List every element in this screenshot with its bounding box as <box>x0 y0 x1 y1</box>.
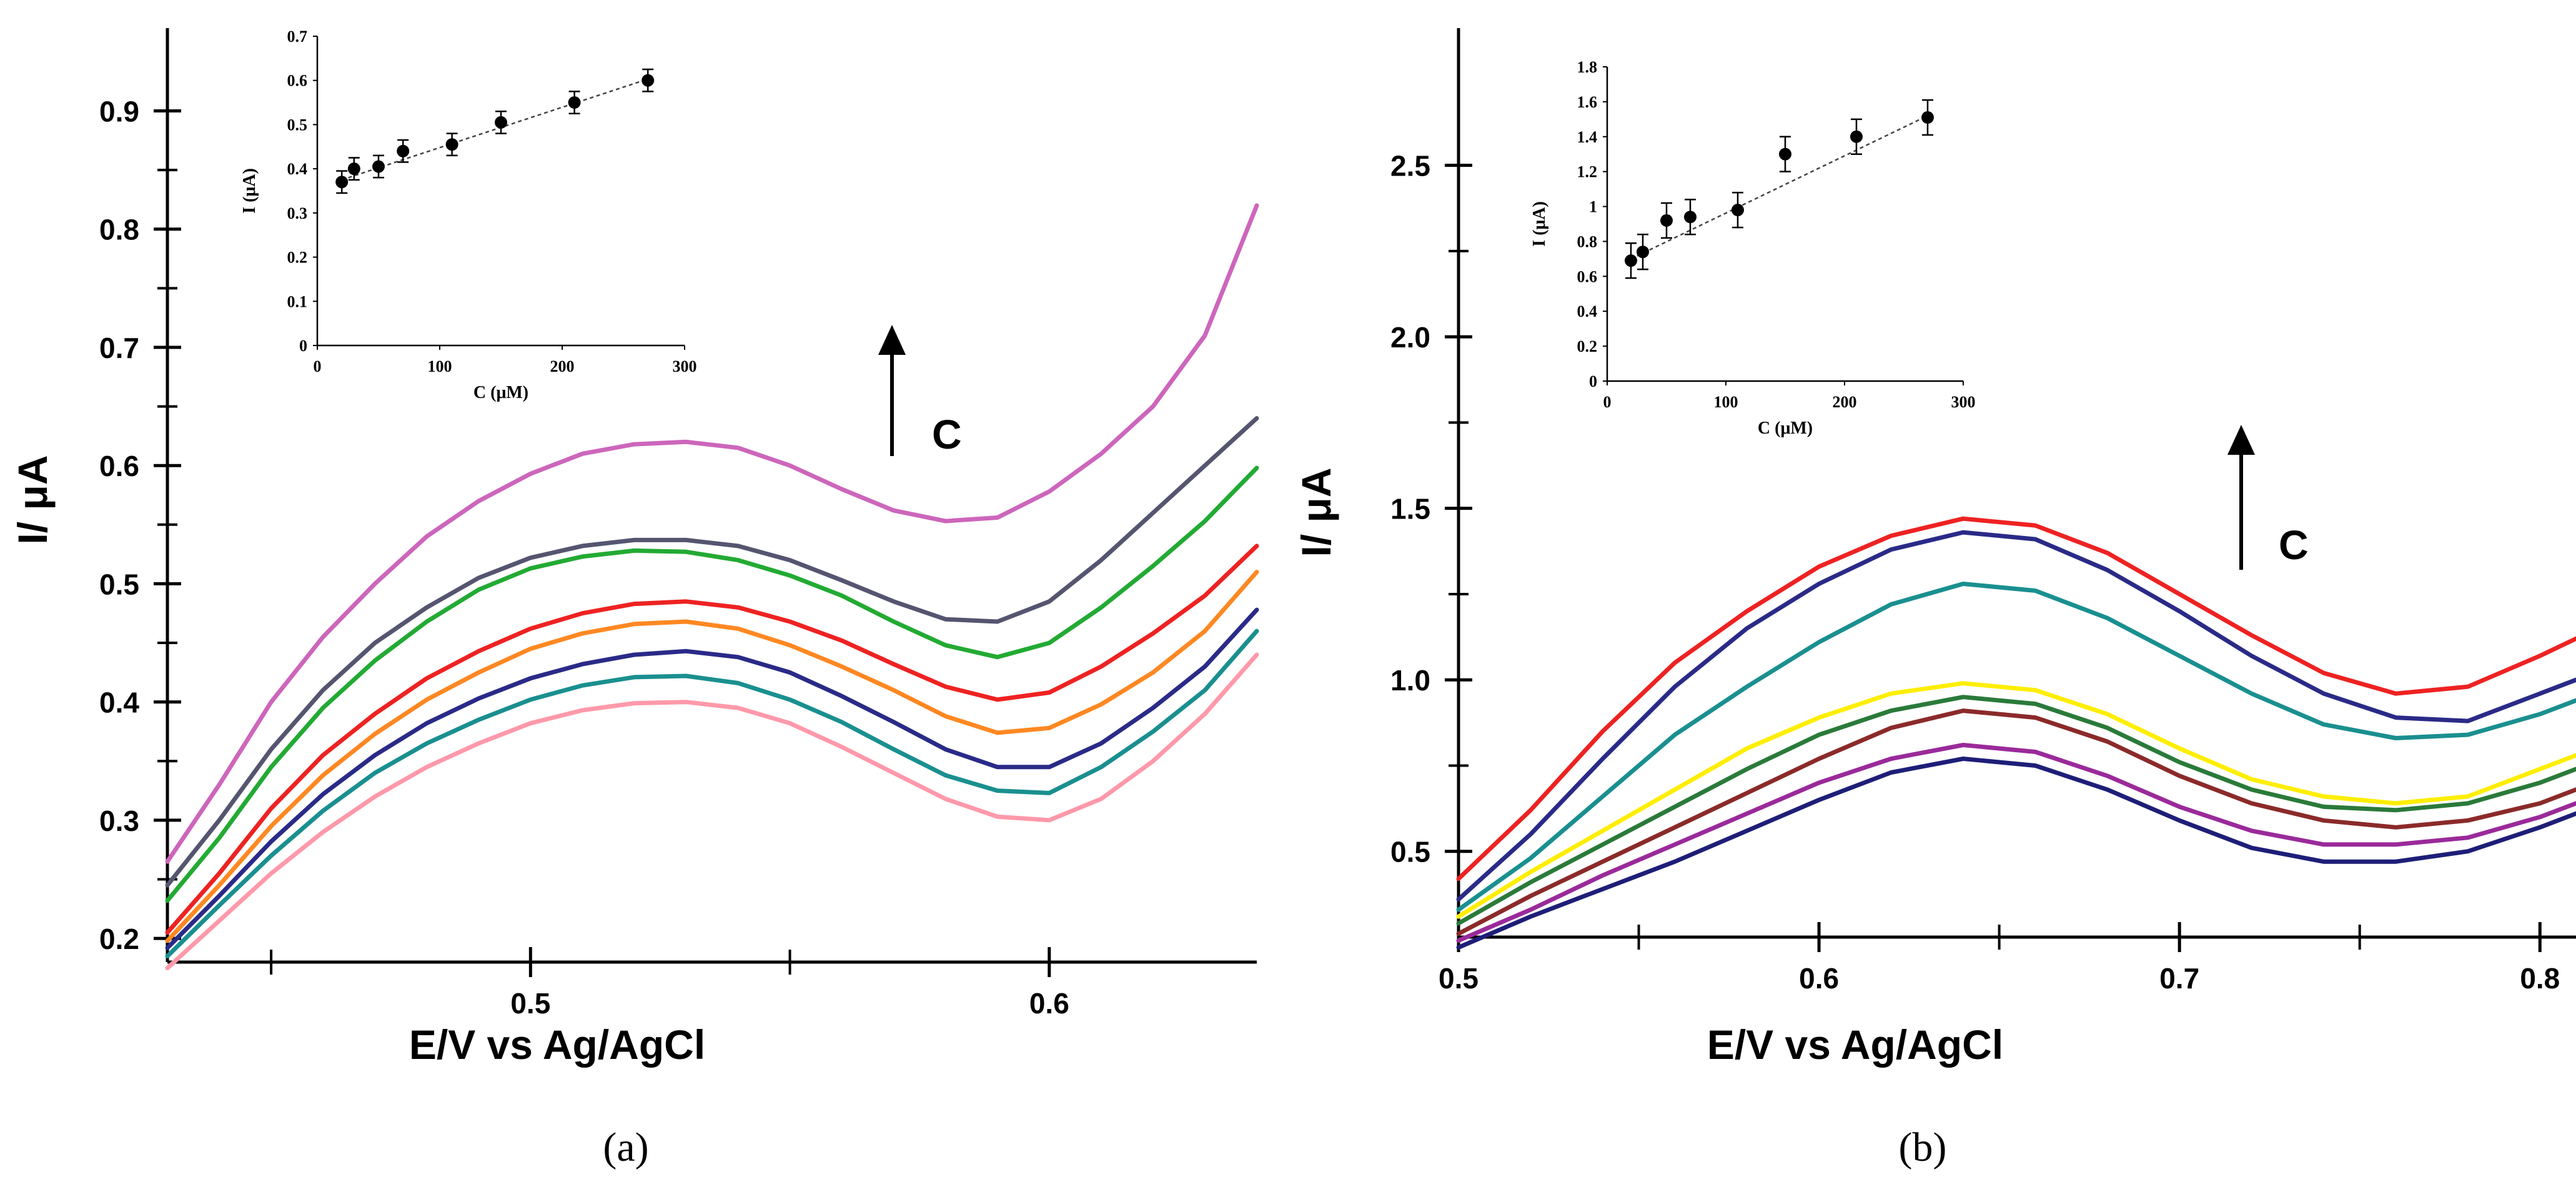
inset-x-tick-label: 300 <box>1951 393 1976 411</box>
panel-label: (b) <box>1899 1125 1947 1170</box>
y-tick-label: 0.2 <box>99 923 139 955</box>
series-line-c5 <box>165 544 1259 935</box>
series-line-c7 <box>1456 530 2576 902</box>
y-axis-title: I/ μA <box>1293 467 1339 557</box>
inset-data-point <box>445 138 458 151</box>
x-tick-label: 0.8 <box>2520 962 2560 995</box>
inset-y-axis-title: I (μA) <box>240 168 259 214</box>
series-line-c7 <box>165 416 1259 888</box>
inset-data-point <box>642 74 655 87</box>
inset-trend-line <box>1630 115 1928 260</box>
inset-y-tick-label: 1.2 <box>1577 163 1598 181</box>
inset-data-point <box>1684 211 1697 224</box>
inset-data-point <box>1625 254 1637 267</box>
inset-data-point <box>1921 111 1934 124</box>
inset-y-tick-label: 0.4 <box>1577 302 1598 320</box>
inset-x-tick-label: 300 <box>673 357 697 375</box>
inset-y-tick-label: 0.8 <box>1577 232 1598 251</box>
inset-x-axis-title: C (μM) <box>1758 419 1813 438</box>
inset-y-tick-label: 0.5 <box>287 116 308 134</box>
inset-data-point <box>397 144 410 157</box>
arrow-head <box>2227 425 2255 455</box>
inset-data-point <box>495 116 507 129</box>
y-tick-label: 0.5 <box>1390 836 1430 868</box>
series-line-c1 <box>1456 757 2576 950</box>
x-tick-label: 0.7 <box>2159 962 2199 995</box>
y-tick-label: 0.4 <box>99 687 139 719</box>
inset-data-point <box>1660 214 1673 227</box>
inset-chart: 0 0.2 0.4 0.6 0.8 1 1.2 1.4 1.6 1.8 0 100 200 300 C (μ… <box>1530 58 1976 438</box>
inset-x-tick-label: 100 <box>428 357 452 375</box>
inset-chart: 0 0.1 0.2 0.3 0.4 0.5 0.6 0.7 0 100 200 300 C (μM) I … <box>240 27 697 402</box>
y-axis-title: I/ μA <box>9 455 56 544</box>
y-tick-label: 1.0 <box>1390 664 1430 697</box>
inset-y-tick-label: 1.8 <box>1577 58 1598 76</box>
inset-data-point <box>347 162 360 176</box>
x-tick-label: 0.6 <box>1799 962 1839 995</box>
inset-y-tick-label: 0.1 <box>287 292 308 310</box>
inset-data-point <box>335 176 349 189</box>
y-tick-label: 0.8 <box>99 214 139 246</box>
inset-y-tick-label: 1.6 <box>1577 93 1598 111</box>
series-line-c3 <box>165 607 1259 950</box>
inset-y-tick-label: 0.2 <box>287 249 308 267</box>
series-line-c5 <box>1456 681 2576 919</box>
inset-y-tick-label: 1 <box>1589 198 1597 216</box>
inset-y-axis-title: I (μA) <box>1530 201 1549 247</box>
x-tick-label: 0.6 <box>1029 987 1069 1020</box>
y-tick-label: 0.7 <box>99 332 139 364</box>
series-line-c4 <box>1456 695 2576 926</box>
inset-y-tick-label: 0.7 <box>287 27 308 46</box>
inset-y-tick-label: 0.2 <box>1577 337 1598 355</box>
inset-data-point <box>1637 246 1649 259</box>
inset-y-tick-label: 0 <box>299 337 307 355</box>
inset-x-tick-label: 0 <box>1603 393 1612 411</box>
x-axis-title: E/V vs Ag/AgCl <box>409 1021 705 1068</box>
x-tick-label: 0.5 <box>1439 962 1479 995</box>
series-line-c2 <box>165 628 1259 958</box>
series-line-c8 <box>165 203 1259 864</box>
series-line-c6 <box>165 465 1259 903</box>
inset-x-tick-label: 200 <box>1833 393 1857 411</box>
y-tick-label: 0.3 <box>99 805 139 837</box>
inset-data-point <box>372 160 385 173</box>
inset-x-tick-label: 0 <box>314 357 322 375</box>
inset-y-tick-label: 0.6 <box>287 72 308 90</box>
inset-data-point <box>1850 130 1863 143</box>
panel-label: (a) <box>603 1125 648 1170</box>
series-line-c1 <box>165 652 1259 970</box>
arrow-label: C <box>2279 522 2309 568</box>
series-line-c4 <box>165 570 1259 943</box>
series-line-c3 <box>1456 708 2576 936</box>
inset-x-axis-title: C (μM) <box>473 383 528 402</box>
panel-b: 0.5 1.0 1.5 2.0 2.5 0.5 0.6 0.7 0.8 E/V vs Ag/AgC… <box>1293 28 2576 1170</box>
inset-data-point <box>1779 147 1791 161</box>
inset-y-tick-label: 0.6 <box>1577 267 1598 286</box>
y-tick-label: 0.6 <box>99 450 139 482</box>
x-axis-title: E/V vs Ag/AgCl <box>1707 1021 2003 1068</box>
y-tick-label: 0.5 <box>99 568 139 600</box>
y-tick-label: 0.9 <box>99 95 139 127</box>
y-tick-label: 1.5 <box>1390 493 1430 525</box>
arrow-head <box>878 325 906 355</box>
series-line-c8 <box>1456 516 2576 882</box>
series-line-c2 <box>1456 743 2576 943</box>
inset-y-tick-label: 0.3 <box>287 204 308 222</box>
inset-x-tick-label: 100 <box>1714 393 1738 411</box>
inset-data-point <box>568 96 581 109</box>
inset-y-tick-label: 0 <box>1589 372 1597 390</box>
panel-a: 0.2 0.3 0.4 0.5 0.6 0.7 0.8 0.9 0.5 0.6 E/V vs Ag/… <box>9 27 1259 1170</box>
inset-y-tick-label: 0.4 <box>287 160 308 178</box>
x-tick-label: 0.5 <box>510 987 550 1020</box>
y-tick-label: 2.5 <box>1390 150 1430 182</box>
inset-data-point <box>1731 204 1744 217</box>
inset-trend-line <box>341 78 648 181</box>
arrow-label: C <box>932 411 962 457</box>
inset-y-tick-label: 1.4 <box>1577 128 1598 146</box>
y-tick-label: 2.0 <box>1390 321 1430 354</box>
inset-x-tick-label: 200 <box>550 357 575 375</box>
series-line-c6 <box>1456 582 2576 912</box>
